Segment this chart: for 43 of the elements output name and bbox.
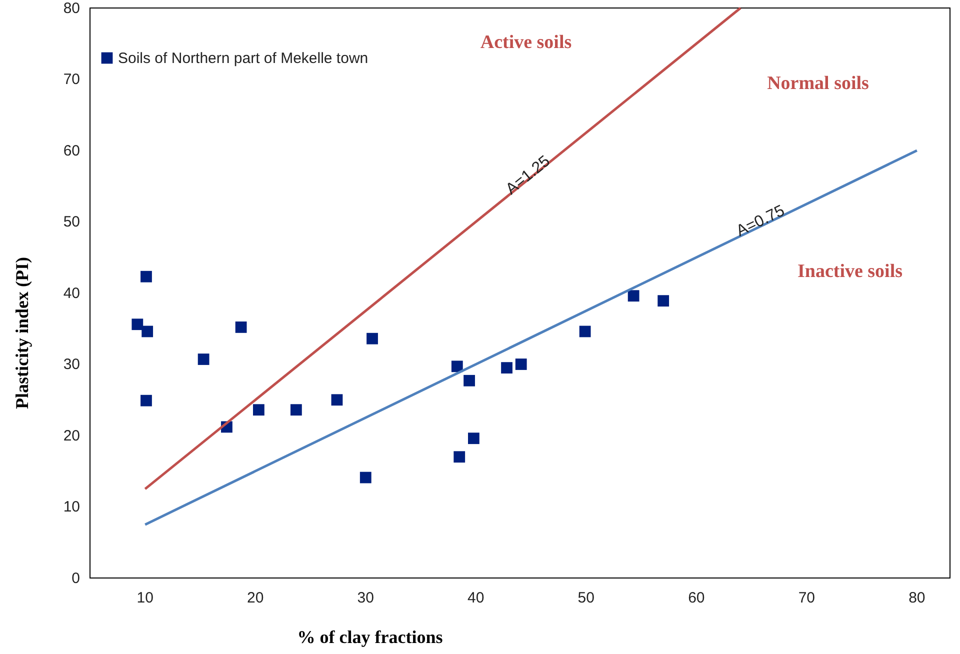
point (464, 374, 475, 386)
x-tick-label: 30 (357, 590, 374, 607)
x-axis-title: % of clay fractions (297, 627, 443, 647)
y-tick-label: 20 (63, 427, 80, 444)
x-tick-label: 20 (247, 590, 264, 607)
y-axis-title: Plasticity index (PI) (12, 257, 32, 409)
y-tick-label: 80 (63, 0, 80, 17)
point (140, 394, 152, 406)
annotation: Inactive soils (797, 261, 903, 282)
x-tick-label: 50 (578, 590, 594, 607)
point (132, 318, 144, 330)
y-tick-label: 10 (63, 498, 80, 516)
x-tick-label: 80 (908, 590, 926, 607)
point (198, 354, 210, 365)
legend-label: Soils of Northern part of Mekelle town (118, 50, 368, 67)
point (579, 326, 591, 338)
point (501, 362, 512, 374)
y-tick-label: 60 (63, 142, 80, 160)
y-tick-label: 50 (63, 214, 80, 231)
point (290, 404, 302, 416)
y-tick-label: 0 (72, 570, 80, 587)
y-tick-label: 70 (63, 71, 80, 88)
x-tick-label: 60 (688, 590, 705, 607)
point (454, 451, 466, 463)
x-tick-label: 40 (468, 590, 484, 607)
y-tick-label: 30 (63, 356, 80, 374)
point (140, 270, 152, 282)
x-tick-label: 70 (798, 590, 816, 607)
point (468, 432, 480, 444)
point (360, 472, 372, 484)
y-tick-label: 40 (63, 284, 80, 302)
point (451, 360, 463, 372)
point (658, 295, 670, 307)
point (252, 404, 264, 416)
annotation: Active soils (480, 32, 572, 53)
point (515, 358, 527, 370)
point (235, 322, 247, 333)
point (366, 332, 378, 344)
x-tick-label: 10 (136, 590, 154, 607)
point (331, 394, 343, 406)
point (142, 326, 154, 338)
annotation: Normal soils (767, 73, 869, 94)
point (628, 290, 640, 302)
